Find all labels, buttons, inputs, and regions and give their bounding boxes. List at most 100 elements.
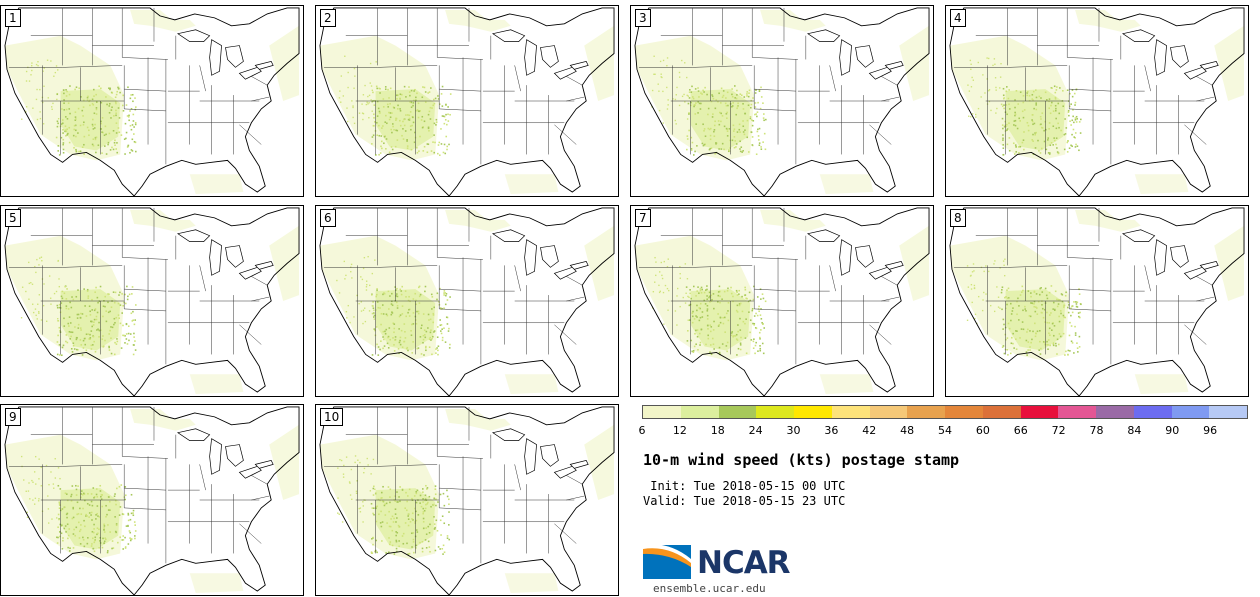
state-boundaries [638, 207, 900, 365]
colorbar-tick-label: 90 [1165, 424, 1180, 437]
great-lakes [176, 29, 274, 80]
colorbar-segment [1096, 406, 1134, 418]
colorbar-segment [1058, 406, 1096, 418]
colorbar-segment [680, 406, 719, 418]
panel-label: 10 [320, 408, 344, 426]
colorbar-segment [907, 406, 945, 418]
colorbar-segment [1209, 406, 1247, 418]
panel-label: 7 [635, 209, 651, 227]
plot-title: 10-m wind speed (kts) postage stamp [643, 451, 960, 469]
colorbar-segment [718, 406, 757, 418]
colorbar-tick-label: 24 [748, 424, 763, 437]
wind-shading [899, 225, 930, 301]
coastline [634, 7, 930, 196]
wind-shading [584, 424, 615, 500]
colorbar-segment [1020, 406, 1059, 418]
ncar-logo-text: NCAR [697, 545, 791, 581]
wind-speckles [338, 55, 452, 157]
colorbar-segment [945, 406, 983, 418]
state-boundaries [638, 7, 900, 165]
wind-speckles [337, 455, 451, 556]
state-boundaries [323, 406, 585, 564]
wind-shading [445, 408, 511, 431]
map-panel-9: 9 [0, 404, 304, 596]
wind-shading [1134, 374, 1189, 395]
map-panel-10: 10 [315, 404, 619, 596]
wind-shading [1075, 9, 1141, 32]
wind-shading [189, 573, 244, 594]
state-boundaries [323, 7, 585, 165]
coastline [4, 7, 300, 196]
great-lakes [806, 229, 904, 280]
wind-speckles [966, 258, 1082, 356]
map-panel-7: 7 [630, 205, 934, 397]
wind-shading [504, 174, 559, 195]
map-panel-6: 6 [315, 205, 619, 397]
panel-label: 5 [5, 209, 21, 227]
panel-label: 9 [5, 408, 21, 426]
panel-label: 4 [950, 9, 966, 27]
colorbar-segment [831, 406, 870, 418]
map-7 [634, 207, 930, 396]
wind-shading [1214, 25, 1245, 102]
colorbar-segment [643, 406, 681, 418]
map-3 [634, 7, 930, 196]
panel-label: 6 [320, 209, 336, 227]
map-panel-5: 5 [0, 205, 304, 397]
wind-shading [584, 25, 615, 102]
wind-shading [584, 225, 615, 301]
wind-speckles [336, 255, 451, 356]
great-lakes [491, 229, 589, 280]
great-lakes [491, 29, 589, 80]
coastline [319, 7, 615, 196]
colorbar-tick-label: 60 [975, 424, 990, 437]
panel-label: 8 [950, 209, 966, 227]
map-2 [319, 7, 615, 196]
wind-shading [269, 25, 300, 102]
coastline [4, 406, 300, 595]
website-url: ensemble.ucar.edu [653, 582, 766, 595]
wind-shading [819, 174, 874, 195]
colorbar-tick-label: 96 [1203, 424, 1218, 437]
wind-speckles [651, 55, 767, 156]
coastline [4, 207, 300, 396]
colorbar-segment [1171, 406, 1210, 418]
valid-time: Valid: Tue 2018-05-15 23 UTC [643, 494, 846, 508]
state-boundaries [953, 7, 1215, 165]
state-boundaries [323, 207, 585, 365]
wind-shading [445, 209, 511, 232]
map-panel-8: 8 [945, 205, 1249, 397]
wind-shading [504, 573, 559, 594]
colorbar-tick-label: 18 [710, 424, 725, 437]
wind-shading [760, 9, 826, 32]
map-panel-2: 2 [315, 5, 619, 197]
great-lakes [176, 428, 274, 479]
wind-shading [269, 225, 300, 301]
wind-shading [1214, 225, 1245, 301]
great-lakes [176, 229, 274, 280]
colorbar-ticks: 6 12 18 24 30 36 42 48 54 60 66 72 78 84 90 96 [638, 424, 1248, 438]
great-lakes [1121, 29, 1219, 80]
colorbar-segment [756, 406, 794, 418]
map-panel-1: 1 [0, 5, 304, 197]
map-panel-3: 3 [630, 5, 934, 197]
state-boundaries [8, 406, 270, 564]
colorbar-tick-label: 72 [1051, 424, 1066, 437]
wind-shading [445, 9, 511, 32]
map-8 [949, 207, 1245, 396]
colorbar-tick-label: 6 [638, 424, 646, 437]
wind-shading [1075, 209, 1141, 232]
wind-speckles [967, 57, 1082, 156]
wind-shading [504, 374, 559, 395]
colorbar-segment [869, 406, 908, 418]
map-panel-4: 4 [945, 5, 1249, 197]
coastline [319, 207, 615, 396]
colorbar-tick-label: 12 [672, 424, 687, 437]
wind-shading [130, 408, 196, 431]
great-lakes [806, 29, 904, 80]
state-boundaries [8, 7, 270, 165]
map-5 [4, 207, 300, 396]
wind-speckles [20, 455, 137, 554]
wind-shading [899, 25, 930, 102]
great-lakes [1121, 229, 1219, 280]
